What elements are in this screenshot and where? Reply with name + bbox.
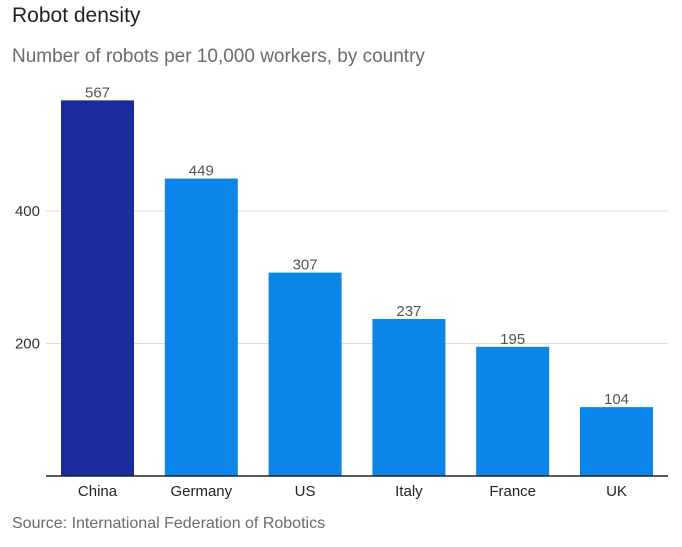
data-label-us: 307 [293, 257, 318, 274]
bar-uk [580, 407, 653, 476]
y-axis-ticks: 200 400 [15, 203, 40, 353]
bar-china [61, 100, 134, 477]
data-label-uk: 104 [604, 391, 629, 408]
bar-france [476, 346, 550, 476]
category-label-germany: Germany [170, 483, 232, 500]
category-label-france: France [489, 483, 536, 500]
bar-us [268, 272, 342, 476]
y-tick-label-400: 400 [15, 203, 40, 220]
data-label-china: 567 [85, 84, 110, 101]
category-label-china: China [78, 483, 118, 500]
chart-title: Robot density [12, 4, 141, 27]
category-labels: China Germany US Italy France UK [78, 483, 627, 500]
bar-germany [164, 178, 238, 476]
data-label-italy: 237 [396, 303, 421, 320]
gridlines [46, 210, 668, 344]
data-labels: 567 449 307 237 195 104 [85, 84, 629, 408]
category-label-us: US [295, 483, 316, 500]
chart-source: Source: International Federation of Robo… [12, 515, 326, 532]
category-label-italy: Italy [395, 483, 423, 500]
category-label-uk: UK [606, 483, 627, 500]
data-label-france: 195 [500, 331, 525, 348]
y-tick-label-200: 200 [15, 336, 40, 353]
bars [61, 100, 653, 477]
data-label-germany: 449 [189, 163, 214, 180]
bar-italy [372, 318, 446, 476]
chart-subtitle: Number of robots per 10,000 workers, by … [12, 46, 425, 67]
